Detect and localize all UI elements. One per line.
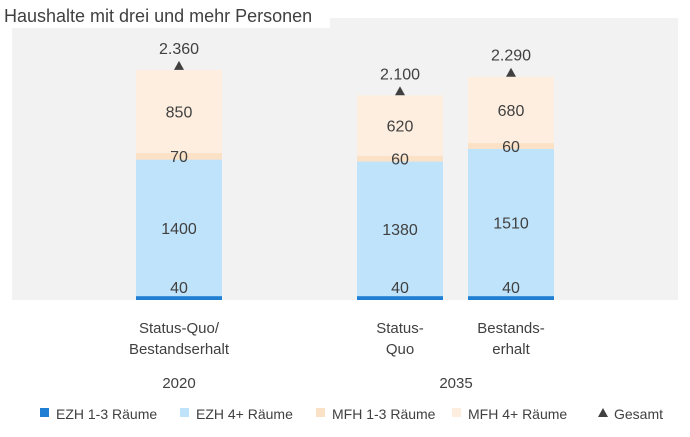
- total-marker: [174, 60, 184, 70]
- legend-label: EZH 4+ Räume: [196, 406, 293, 422]
- legend-label: EZH 1-3 Räume: [56, 406, 157, 422]
- total-label: 2.360: [159, 41, 199, 58]
- data-label: 40: [391, 280, 409, 297]
- data-label: 70: [170, 149, 188, 166]
- legend-swatch: [316, 408, 325, 417]
- bar-segment: [136, 296, 222, 300]
- bar-segment: [136, 159, 222, 297]
- group-label: 2035: [439, 375, 472, 392]
- data-label: 60: [502, 139, 520, 156]
- legend-label: MFH 4+ Räume: [468, 406, 567, 422]
- bar-segment: [468, 76, 554, 144]
- bar-segment: [468, 148, 554, 297]
- bar-segment: [357, 161, 443, 297]
- total-marker: [395, 86, 405, 96]
- bar-segment: [357, 95, 443, 156]
- category-label: Status-Quo/: [139, 320, 220, 337]
- data-label: 1380: [382, 222, 418, 239]
- data-label: 60: [391, 152, 409, 169]
- bar-segment: [357, 155, 443, 162]
- total-label: 2.290: [491, 48, 531, 65]
- category-label: Bestands-: [477, 320, 545, 337]
- data-label: 1400: [161, 221, 197, 238]
- data-label: 850: [166, 104, 193, 121]
- legend-swatch: [40, 408, 49, 417]
- chart-title: Haushalte mit drei und mehr Personen: [4, 6, 312, 26]
- legend-label: MFH 1-3 Räume: [332, 406, 436, 422]
- legend-label: Gesamt: [614, 406, 663, 422]
- category-label: Quo: [386, 341, 414, 358]
- legend-marker: [598, 408, 608, 417]
- group-label: 2020: [162, 375, 195, 392]
- data-label: 40: [502, 280, 520, 297]
- legend-swatch: [452, 408, 461, 417]
- data-label: 40: [170, 280, 188, 297]
- data-label: 680: [498, 103, 525, 120]
- total-label: 2.100: [380, 66, 420, 83]
- bar-segment: [136, 69, 222, 153]
- category-label: Bestandserhalt: [129, 341, 230, 358]
- plot-area: [12, 18, 678, 300]
- bar-segment: [468, 143, 554, 149]
- title-background: [0, 0, 330, 28]
- legend-swatch: [180, 408, 189, 417]
- bar-segment: [357, 296, 443, 300]
- category-label: erhalt: [492, 341, 530, 358]
- total-marker: [506, 67, 516, 77]
- bar-segment: [136, 152, 222, 160]
- data-label: 620: [387, 118, 414, 135]
- bar-segment: [468, 296, 554, 300]
- data-label: 1510: [493, 215, 529, 232]
- category-label: Status-: [376, 320, 424, 337]
